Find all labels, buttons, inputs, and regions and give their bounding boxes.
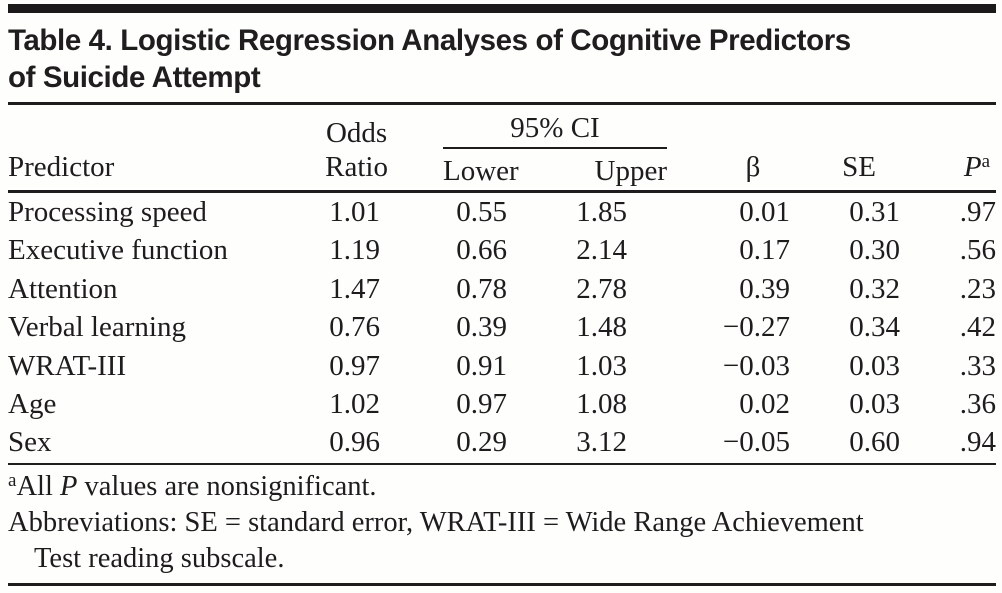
column-header-lower: Lower — [443, 155, 519, 187]
cell-ci-upper: 2.78 — [576, 272, 627, 305]
cell-ci-lower: 0.66 — [456, 234, 507, 267]
cell-p: .97 — [959, 196, 996, 228]
footnote-p-symbol: P — [59, 471, 78, 503]
cell-predictor: Attention — [8, 272, 118, 305]
cell-beta: −0.05 — [722, 426, 790, 459]
cell-ci-upper: 3.12 — [576, 426, 627, 459]
column-header-95ci: 95% CI — [443, 113, 667, 149]
table-row: Sex 0.96 0.29 3.12 −0.05 0.60 .94 — [8, 423, 996, 461]
cell-p: .56 — [959, 234, 996, 267]
column-header-row: Predictor Odds Ratio 95% CI Lower Upper … — [8, 105, 996, 190]
cell-odds-ratio: 1.19 — [329, 234, 380, 267]
footnote-significance: aAll P values are nonsignificant. — [8, 469, 996, 505]
cell-p: .23 — [959, 272, 996, 305]
cell-odds-ratio: 1.02 — [329, 388, 380, 421]
cell-ci-lower: 0.97 — [456, 388, 507, 421]
cell-ci-upper: 1.03 — [576, 349, 627, 382]
table-title-line1: Table 4. Logistic Regression Analyses of… — [8, 24, 851, 57]
cell-ci-upper: 1.48 — [576, 311, 627, 344]
cell-predictor: Sex — [8, 426, 52, 459]
cell-ci-lower: 0.29 — [456, 426, 507, 459]
cell-ci-lower: 0.55 — [456, 196, 507, 228]
table-row: Executive function 1.19 0.66 2.14 0.17 0… — [8, 231, 996, 269]
table-top-bar — [8, 4, 996, 13]
table-footnotes: aAll P values are nonsignificant. Abbrev… — [8, 469, 996, 577]
footnote-text: All — [16, 471, 60, 503]
rule-bottom — [8, 583, 996, 587]
table-row: WRAT-III 0.97 0.91 1.03 −0.03 0.03 .33 — [8, 347, 996, 385]
cell-p: .33 — [959, 349, 996, 382]
cell-p: .42 — [959, 311, 996, 344]
footnote-marker: a — [8, 470, 17, 492]
cell-predictor: Age — [8, 388, 57, 421]
cell-ci-lower: 0.78 — [456, 272, 507, 305]
rule-below-header — [8, 190, 996, 193]
odds-ratio-line2: Ratio — [325, 151, 388, 183]
odds-ratio-line1: Odds — [325, 117, 388, 149]
cell-beta: 0.17 — [739, 234, 790, 267]
table-row: Age 1.02 0.97 1.08 0.02 0.03 .36 — [8, 385, 996, 423]
cell-se: 0.03 — [849, 349, 900, 382]
footnote-text: values are nonsignificant. — [77, 471, 377, 503]
column-header-odds-ratio: Odds Ratio — [325, 116, 388, 184]
cell-ci-lower: 0.91 — [456, 349, 507, 382]
cell-se: 0.32 — [849, 272, 900, 305]
cell-ci-upper: 2.14 — [576, 234, 627, 267]
cell-p: .94 — [959, 426, 996, 459]
rule-below-title — [8, 102, 996, 105]
cell-predictor: Processing speed — [8, 196, 207, 228]
cell-odds-ratio: 0.96 — [329, 426, 380, 459]
column-header-beta: β — [745, 151, 761, 183]
table-title: Table 4. Logistic Regression Analyses of… — [8, 22, 996, 96]
column-header-predictor: Predictor — [8, 151, 115, 183]
cell-predictor: Executive function — [8, 234, 228, 267]
p-symbol: P — [963, 151, 982, 183]
ci-subheaders: Lower Upper — [443, 154, 667, 188]
cell-odds-ratio: 1.01 — [329, 196, 380, 228]
cell-ci-upper: 1.08 — [576, 388, 627, 421]
table-row: Attention 1.47 0.78 2.78 0.39 0.32 .23 — [8, 270, 996, 308]
rule-above-footnotes — [8, 462, 996, 466]
cell-beta: −0.03 — [722, 349, 790, 382]
p-footnote-marker: a — [981, 151, 990, 172]
cell-beta: 0.02 — [739, 388, 790, 421]
cell-se: 0.03 — [849, 388, 900, 421]
column-header-se: SE — [842, 151, 876, 183]
cell-odds-ratio: 0.97 — [329, 349, 380, 382]
cell-p: .36 — [959, 388, 996, 421]
footnote-abbreviations-line1: Abbreviations: SE = standard error, WRAT… — [8, 507, 864, 539]
column-header-p: Pa — [964, 151, 990, 184]
cell-odds-ratio: 0.76 — [329, 311, 380, 344]
cell-ci-lower: 0.39 — [456, 311, 507, 344]
footnote-abbreviations-line2: Test reading subscale. — [34, 543, 285, 575]
cell-se: 0.31 — [849, 196, 900, 228]
table-row: Processing speed 1.01 0.55 1.85 0.01 0.3… — [8, 193, 996, 231]
cell-beta: 0.01 — [739, 196, 790, 228]
cell-beta: −0.27 — [722, 311, 790, 344]
column-header-upper: Upper — [594, 155, 667, 187]
table-title-line2: of Suicide Attempt — [8, 61, 261, 94]
cell-se: 0.34 — [849, 311, 900, 344]
cell-ci-upper: 1.85 — [576, 196, 627, 228]
cell-predictor: Verbal learning — [8, 311, 186, 344]
cell-se: 0.60 — [849, 426, 900, 459]
table-row: Verbal learning 0.76 0.39 1.48 −0.27 0.3… — [8, 308, 996, 346]
regression-data-table: Processing speed 1.01 0.55 1.85 0.01 0.3… — [8, 193, 996, 462]
table-content-area: Table 4. Logistic Regression Analyses of… — [8, 4, 996, 587]
cell-odds-ratio: 1.47 — [329, 272, 380, 305]
cell-predictor: WRAT-III — [8, 349, 127, 382]
ci-header-group: 95% CI Lower Upper — [443, 113, 667, 188]
cell-se: 0.30 — [849, 234, 900, 267]
cell-beta: 0.39 — [739, 272, 790, 305]
